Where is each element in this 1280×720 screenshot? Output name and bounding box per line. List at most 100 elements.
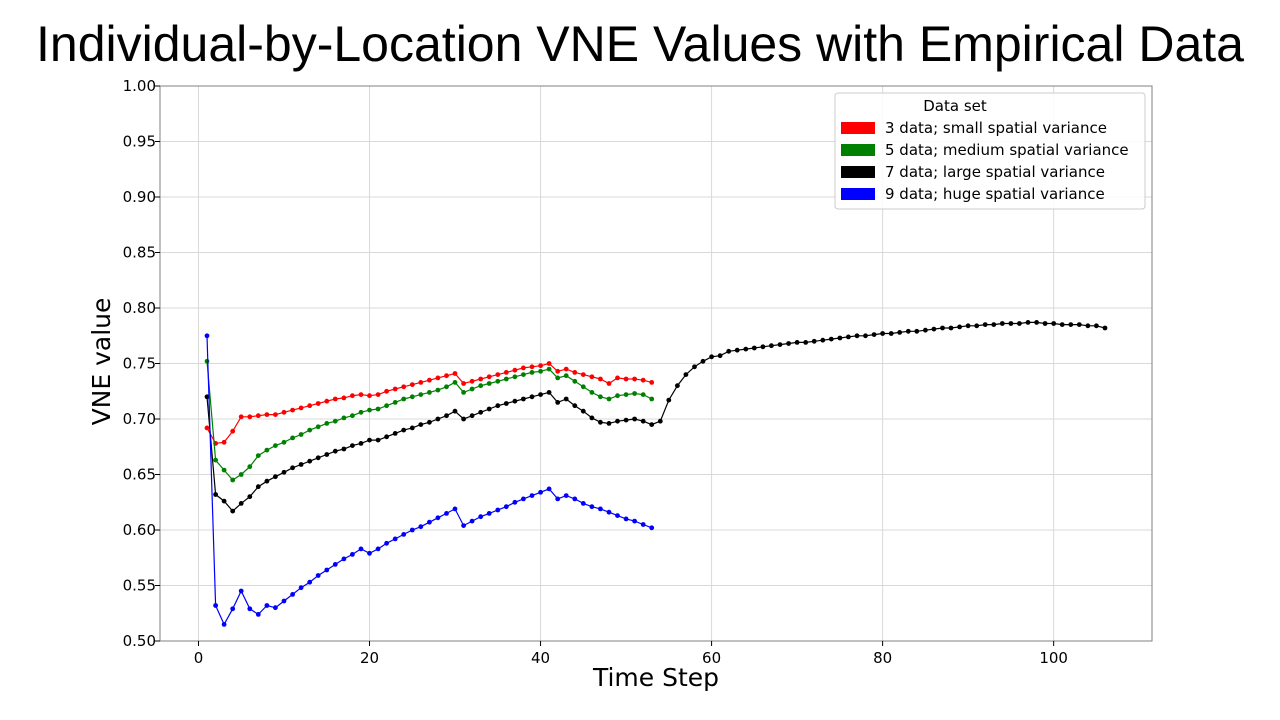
data-point — [435, 416, 441, 422]
legend-entry-label: 9 data; huge spatial variance — [885, 185, 1105, 203]
data-point — [367, 407, 372, 413]
data-point — [546, 486, 552, 492]
data-point — [598, 376, 603, 382]
data-point — [1059, 322, 1065, 327]
y-tick-label: 0.65 — [123, 466, 156, 484]
data-point — [538, 363, 543, 369]
series-2 — [204, 358, 655, 483]
data-point — [435, 515, 441, 521]
data-point — [392, 536, 398, 542]
data-point — [649, 525, 655, 531]
data-point — [230, 606, 236, 612]
data-point — [897, 330, 903, 335]
y-tick-label: 0.95 — [123, 133, 156, 151]
data-point — [940, 325, 945, 331]
data-point — [572, 378, 578, 384]
data-point — [392, 431, 398, 436]
data-point — [290, 465, 295, 471]
data-point — [486, 511, 492, 516]
legend: Data set 3 data; small spatial variance 5… — [834, 92, 1146, 210]
data-point — [580, 384, 586, 390]
data-point — [247, 606, 253, 612]
data-point — [204, 333, 210, 339]
data-point — [367, 393, 372, 399]
data-point — [589, 415, 595, 421]
data-point — [427, 419, 432, 425]
data-point — [521, 372, 526, 377]
data-point — [324, 421, 330, 426]
data-point — [221, 622, 227, 627]
data-point — [666, 397, 672, 403]
data-point — [350, 413, 355, 419]
data-point — [418, 524, 424, 530]
data-point — [589, 504, 595, 510]
data-point — [401, 396, 407, 402]
data-point — [298, 405, 304, 411]
data-point — [452, 371, 458, 376]
data-point — [290, 592, 295, 597]
data-point — [290, 435, 295, 441]
data-point — [427, 519, 432, 525]
legend-swatch — [841, 188, 875, 200]
data-point — [914, 328, 920, 334]
data-point — [555, 375, 561, 381]
data-point — [298, 432, 304, 437]
data-point — [529, 493, 535, 498]
data-point — [649, 380, 655, 385]
data-point — [324, 398, 330, 404]
data-point — [888, 331, 894, 336]
data-point — [632, 518, 637, 524]
data-point — [332, 418, 338, 424]
data-point — [444, 373, 449, 379]
data-point — [401, 384, 407, 390]
data-point — [923, 327, 928, 333]
data-point — [623, 376, 629, 382]
data-point — [247, 494, 253, 500]
data-point — [503, 401, 509, 406]
data-point — [572, 496, 578, 502]
legend-entry-label: 7 data; large spatial variance — [885, 163, 1105, 181]
data-point — [255, 413, 261, 419]
data-point — [409, 527, 415, 533]
data-point — [478, 409, 484, 415]
data-point — [375, 437, 381, 443]
data-point — [341, 446, 347, 452]
data-point — [589, 390, 595, 395]
series-lines — [204, 320, 1108, 627]
data-point — [375, 392, 381, 397]
y-tick-label: 0.75 — [123, 355, 156, 373]
data-point — [717, 353, 723, 359]
data-point — [486, 381, 492, 386]
data-point — [409, 425, 415, 431]
x-axis-label: Time Step — [592, 663, 719, 692]
data-point — [221, 467, 227, 473]
data-point — [623, 392, 629, 397]
data-point — [606, 421, 612, 426]
legend-swatch — [841, 166, 875, 178]
data-point — [204, 394, 210, 400]
x-tick-label: 60 — [702, 649, 721, 667]
data-point — [204, 358, 210, 364]
data-point — [751, 345, 757, 351]
data-point — [478, 514, 484, 520]
data-point — [1008, 321, 1014, 326]
data-point — [974, 323, 980, 329]
data-point — [358, 441, 364, 446]
data-point — [384, 434, 389, 440]
data-point — [401, 532, 407, 537]
data-point — [632, 416, 637, 422]
data-point — [307, 458, 313, 464]
data-point — [580, 372, 586, 377]
data-point — [461, 416, 466, 422]
data-point — [606, 381, 612, 386]
data-point — [1025, 320, 1031, 325]
x-tick-label: 100 — [1039, 649, 1068, 667]
data-point — [478, 376, 484, 382]
data-point — [837, 335, 843, 341]
data-point — [846, 334, 851, 340]
data-point — [503, 504, 509, 510]
data-point — [495, 378, 501, 384]
data-point — [281, 598, 287, 604]
data-point — [315, 455, 321, 461]
